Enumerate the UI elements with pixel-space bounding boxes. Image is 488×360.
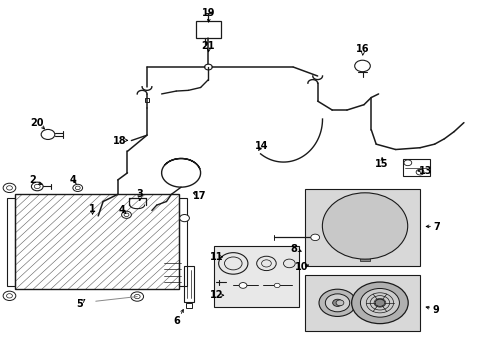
- Circle shape: [403, 160, 411, 166]
- Text: 1: 1: [89, 204, 96, 214]
- Circle shape: [131, 292, 143, 301]
- Circle shape: [3, 183, 16, 193]
- Text: 18: 18: [113, 136, 127, 145]
- Circle shape: [3, 291, 16, 301]
- Text: 10: 10: [295, 262, 308, 272]
- Circle shape: [332, 299, 342, 306]
- Circle shape: [6, 294, 12, 298]
- Text: 11: 11: [209, 252, 223, 262]
- Circle shape: [6, 186, 12, 190]
- Circle shape: [310, 234, 319, 240]
- Circle shape: [349, 237, 356, 242]
- Text: 16: 16: [355, 44, 368, 54]
- Text: 13: 13: [418, 166, 432, 176]
- Bar: [305, 275, 419, 330]
- Text: 3: 3: [136, 189, 143, 199]
- Circle shape: [360, 288, 399, 317]
- Circle shape: [34, 184, 40, 189]
- Circle shape: [134, 294, 140, 299]
- Circle shape: [274, 283, 280, 288]
- Circle shape: [349, 214, 356, 219]
- Circle shape: [239, 283, 246, 288]
- Circle shape: [122, 211, 131, 219]
- Bar: [305, 189, 419, 266]
- Bar: [185, 303, 192, 309]
- Circle shape: [318, 289, 355, 316]
- Text: 7: 7: [433, 222, 440, 231]
- Text: 20: 20: [30, 118, 44, 128]
- Bar: [6, 198, 15, 286]
- Text: 4: 4: [118, 206, 125, 216]
- Circle shape: [325, 294, 349, 312]
- Text: 14: 14: [254, 141, 268, 151]
- Text: 8: 8: [290, 244, 297, 254]
- Circle shape: [73, 184, 82, 192]
- Circle shape: [354, 213, 394, 243]
- Circle shape: [41, 130, 55, 139]
- Circle shape: [374, 299, 384, 306]
- Circle shape: [335, 300, 343, 306]
- Bar: [402, 159, 429, 176]
- Circle shape: [379, 207, 386, 212]
- Text: 9: 9: [431, 305, 438, 315]
- Text: 6: 6: [173, 316, 180, 325]
- Text: 12: 12: [209, 291, 223, 301]
- Text: 21: 21: [201, 41, 215, 50]
- Bar: [178, 198, 187, 286]
- Text: 5: 5: [76, 299, 83, 309]
- Text: 17: 17: [192, 191, 206, 201]
- Circle shape: [415, 169, 423, 175]
- Bar: [213, 246, 299, 307]
- Text: 4: 4: [69, 175, 76, 185]
- Circle shape: [179, 215, 189, 222]
- Circle shape: [343, 204, 406, 251]
- Bar: [15, 194, 178, 289]
- Circle shape: [397, 225, 404, 230]
- Circle shape: [351, 282, 407, 324]
- Text: 2: 2: [29, 175, 36, 185]
- Circle shape: [31, 182, 43, 191]
- Circle shape: [364, 221, 384, 235]
- Circle shape: [124, 213, 129, 217]
- Text: 15: 15: [374, 159, 388, 169]
- Bar: [360, 254, 369, 261]
- Circle shape: [379, 244, 386, 249]
- Text: 19: 19: [201, 8, 215, 18]
- Bar: [183, 266, 194, 302]
- Circle shape: [354, 60, 369, 72]
- Bar: [144, 98, 149, 102]
- Circle shape: [204, 64, 212, 70]
- Circle shape: [75, 186, 80, 190]
- Bar: [195, 21, 221, 39]
- Ellipse shape: [322, 193, 407, 259]
